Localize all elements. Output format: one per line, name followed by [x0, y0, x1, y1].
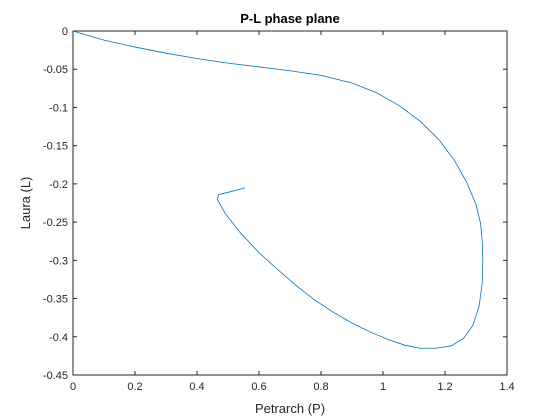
- x-tick-label: 1.4: [499, 381, 514, 393]
- y-tick-label: -0.25: [43, 217, 68, 229]
- x-tick-label: 0.8: [313, 381, 328, 393]
- x-tick-label: 1.2: [437, 381, 452, 393]
- trajectory-line: [72, 30, 484, 349]
- axes-box: [72, 30, 508, 376]
- y-tick-label: -0.3: [49, 255, 68, 267]
- y-tick-label: -0.1: [49, 102, 68, 114]
- chart-title: P-L phase plane: [240, 11, 339, 26]
- y-tick-label: 0: [62, 26, 68, 38]
- x-tick-label: 0.2: [127, 381, 142, 393]
- x-tick-label: 0.6: [251, 381, 266, 393]
- tick-label-group: 0 0.2 0.4 0.6 0.8 1 1.2 1.4 0 -0.05 -0.1 -0.15 -0.2 -…: [43, 26, 515, 393]
- y-tick-label: -0.4: [49, 332, 68, 344]
- y-tick-label: -0.05: [43, 64, 68, 76]
- x-axis-label: Petrarch (P): [255, 401, 325, 416]
- y-axis-label: Laura (L): [18, 177, 33, 230]
- x-tick-label: 0: [70, 381, 76, 393]
- x-tick-label: 0.4: [189, 381, 204, 393]
- y-tick-label: -0.35: [43, 294, 68, 306]
- y-tick-label: -0.45: [43, 370, 68, 382]
- y-tick-label: -0.15: [43, 141, 68, 153]
- tick-group: [72, 30, 508, 376]
- x-tick-label: 1: [380, 381, 386, 393]
- y-tick-label: -0.2: [49, 179, 68, 191]
